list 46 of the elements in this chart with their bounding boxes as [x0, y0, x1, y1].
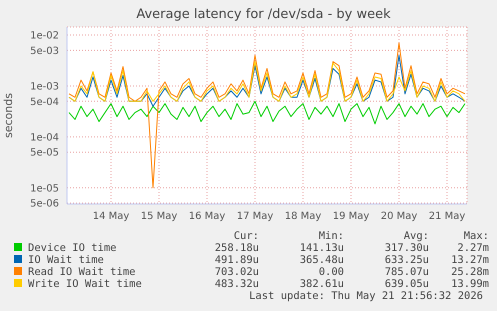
text: 2.27m [456, 242, 489, 254]
y-tick-label: 1e-04 [30, 132, 59, 144]
y-tick-label: 5e-04 [30, 96, 59, 108]
text: 633.25u [384, 254, 429, 266]
x-tick-label: 15 May [140, 211, 178, 222]
text: 365.48u [298, 254, 344, 266]
x-tick-label: 16 May [188, 211, 226, 222]
x-tick-label: 18 May [284, 211, 322, 222]
legend-label: Read IO Wait time [27, 266, 136, 278]
y-tick-label: 5e-06 [30, 198, 59, 210]
legend-label: IO Wait time [27, 254, 105, 266]
text: Min: [318, 230, 344, 242]
text: 483.32u [214, 278, 259, 290]
text: 639.05u [384, 278, 429, 290]
x-tick-label: 19 May [332, 211, 370, 222]
text: 13.27m [450, 254, 489, 266]
y-axis-title: seconds [2, 92, 15, 138]
text: 382.61u [298, 278, 344, 290]
text: 785.07u [384, 266, 429, 278]
line-series [68, 61, 466, 102]
text: 703.02u [214, 266, 259, 278]
text: Cur: [232, 230, 259, 242]
text: 141.13u [298, 242, 344, 254]
text: Max: [462, 230, 489, 242]
legend-label: Device IO time [27, 242, 118, 254]
x-tick-label: 21 May [428, 211, 466, 222]
x-tick-label: 14 May [92, 211, 130, 222]
text: 0.00 [318, 266, 344, 278]
y-tick-label: 5e-03 [30, 46, 59, 57]
text: 258.18u [214, 242, 259, 254]
text: 491.89u [214, 254, 259, 266]
text: 317.30u [384, 242, 429, 254]
legend-label: Write IO Wait time [27, 278, 143, 290]
chart-title: Average latency for /dev/sda - by week [135, 6, 392, 24]
line-series [68, 100, 466, 124]
line-series [68, 42, 466, 188]
y-tick-label: 1e-03 [30, 82, 59, 93]
text: 25.28m [450, 266, 489, 278]
text: 13.99m [450, 278, 489, 290]
y-tick-label: 1e-02 [30, 30, 59, 42]
y-tick-label: 1e-05 [30, 183, 59, 194]
x-tick-label: 17 May [236, 211, 274, 222]
x-tick-label: 20 May [380, 211, 418, 222]
text: Avg: [402, 230, 429, 242]
text: Last update: Thu May 21 21:56:32 2026 [248, 290, 483, 302]
y-tick-label: 5e-05 [30, 148, 59, 159]
